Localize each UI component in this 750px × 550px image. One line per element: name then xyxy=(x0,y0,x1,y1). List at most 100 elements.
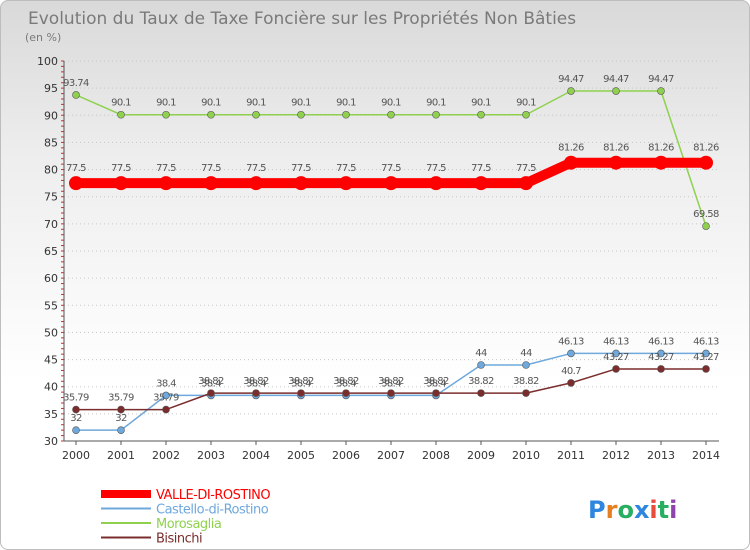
data-point xyxy=(657,87,665,95)
data-point xyxy=(294,176,308,191)
data-label: 81.26 xyxy=(603,143,629,154)
data-label: 38.82 xyxy=(513,376,539,387)
data-point xyxy=(567,379,575,387)
x-tick-labels: 2000 2001 2002 2003 2004 2005 2006 2007 2008 2009… xyxy=(62,449,720,462)
data-label: 38.82 xyxy=(288,376,314,387)
data-point xyxy=(522,110,530,119)
data-label: 38.82 xyxy=(198,376,224,387)
y-tick-label: 55 xyxy=(44,299,58,312)
data-point xyxy=(702,349,710,358)
data-label: 38.4 xyxy=(201,378,221,389)
data-label: 35.79 xyxy=(108,393,134,404)
y-tick-label: 35 xyxy=(44,408,58,421)
y-tick-label: 70 xyxy=(44,218,58,231)
data-point xyxy=(477,110,485,119)
data-label: 38.4 xyxy=(381,378,401,389)
data-point xyxy=(249,176,263,191)
y-tick-label: 30 xyxy=(44,435,58,448)
data-point xyxy=(567,349,575,358)
x-tick-label: 2013 xyxy=(647,449,675,462)
data-label: 38.82 xyxy=(423,376,449,387)
data-point xyxy=(342,110,350,119)
data-point xyxy=(207,389,215,397)
data-point xyxy=(387,110,395,119)
data-label: 94.47 xyxy=(648,74,674,85)
data-label: 94.47 xyxy=(603,74,629,85)
data-point xyxy=(477,361,485,369)
data-point xyxy=(252,110,260,119)
data-point xyxy=(297,389,305,397)
x-tick-label: 2004 xyxy=(242,449,270,462)
y-tick-label: 95 xyxy=(44,82,58,95)
x-tick-label: 2008 xyxy=(422,449,450,462)
x-tick-label: 2002 xyxy=(152,449,180,462)
data-point xyxy=(702,365,710,373)
data-label: 77.5 xyxy=(156,163,176,174)
legend-label-3: Bisinchi xyxy=(156,532,202,547)
data-label: 46.13 xyxy=(603,336,629,347)
axes xyxy=(61,60,719,445)
data-point xyxy=(114,176,128,191)
data-label: 77.5 xyxy=(246,163,266,174)
data-point xyxy=(654,155,668,170)
data-point xyxy=(72,91,80,99)
y-tick-label: 60 xyxy=(44,272,58,285)
x-tick-label: 2014 xyxy=(692,449,720,462)
data-point xyxy=(477,389,485,397)
data-point xyxy=(612,87,620,95)
chart-subtitle: (en %) xyxy=(25,31,61,44)
data-point xyxy=(162,405,170,414)
data-label: 94.47 xyxy=(558,74,584,85)
data-point xyxy=(432,389,440,397)
data-label: 38.4 xyxy=(336,378,356,389)
logo-letter: r xyxy=(606,496,618,524)
y-tick-label: 65 xyxy=(44,245,58,258)
data-label: 90.1 xyxy=(471,98,491,109)
data-point xyxy=(612,365,620,373)
data-label: 69.58 xyxy=(693,209,719,220)
x-tick-label: 2005 xyxy=(287,449,315,462)
logo-letter: t xyxy=(658,496,669,524)
data-label: 90.1 xyxy=(201,98,221,109)
data-label: 77.5 xyxy=(516,163,536,174)
legend-label-1: Castello-di-Rostino xyxy=(156,503,269,518)
y-tick-label: 100 xyxy=(37,55,58,68)
data-label: 77.5 xyxy=(291,163,311,174)
data-point xyxy=(657,365,665,373)
data-label: 77.5 xyxy=(111,163,131,174)
y-tick-label: 85 xyxy=(44,136,58,149)
data-point xyxy=(207,110,215,119)
data-label: 38.82 xyxy=(243,376,269,387)
data-label: 44 xyxy=(475,348,487,359)
y-tick-label: 40 xyxy=(44,381,58,394)
data-point xyxy=(384,176,398,191)
series-lines xyxy=(69,87,713,434)
data-label: 38.82 xyxy=(333,376,359,387)
data-label: 38.82 xyxy=(378,376,404,387)
x-tick-label: 2007 xyxy=(377,449,405,462)
data-point xyxy=(474,176,488,191)
data-label: 90.1 xyxy=(426,98,446,109)
data-label: 77.5 xyxy=(336,163,356,174)
data-point xyxy=(72,405,80,414)
data-point xyxy=(567,87,575,95)
chart-title: Evolution du Taux de Taxe Foncière sur l… xyxy=(28,9,576,29)
data-label: 90.1 xyxy=(381,98,401,109)
y-tick-label: 80 xyxy=(44,164,58,177)
data-point xyxy=(117,405,125,414)
data-point xyxy=(339,176,353,191)
logo-letter: P xyxy=(588,496,606,524)
data-point xyxy=(162,391,170,400)
data-point xyxy=(699,155,713,170)
logo-letter: i xyxy=(669,496,677,524)
data-label: 35.79 xyxy=(153,393,179,404)
data-label: 90.1 xyxy=(516,98,536,109)
data-label: 90.1 xyxy=(291,98,311,109)
y-tick-label: 90 xyxy=(44,109,58,122)
data-label: 38.82 xyxy=(468,376,494,387)
data-point xyxy=(252,389,260,397)
data-label: 90.1 xyxy=(246,98,266,109)
data-label: 38.4 xyxy=(246,378,266,389)
data-label: 81.26 xyxy=(648,143,674,154)
